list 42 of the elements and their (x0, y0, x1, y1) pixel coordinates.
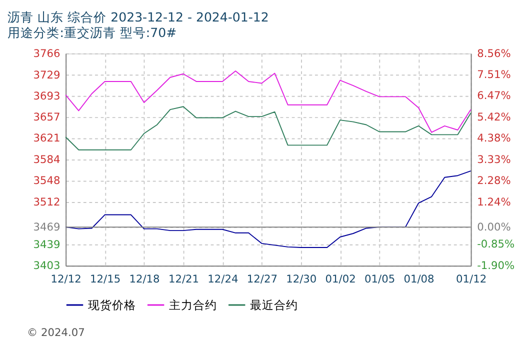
x-tick-label: 12/15 (90, 272, 121, 286)
legend-label: 最近合约 (250, 298, 298, 312)
x-tick-label: 12/24 (208, 272, 238, 286)
legend-label: 现货价格 (88, 298, 136, 312)
text: © 2024.07 (27, 326, 85, 340)
y-tick-label: 3693 (33, 89, 60, 102)
y-tick-label: 3439 (33, 238, 60, 251)
y-tick-label: 3548 (33, 174, 61, 188)
x-tick-label: 12/18 (129, 272, 160, 286)
x-tick-label: 12/21 (168, 272, 200, 286)
y-tick-label: 3621 (33, 132, 60, 145)
x-tick-label: 12/12 (50, 272, 82, 286)
y2-tick-label: -0.85% (477, 238, 515, 251)
y2-tick-label: 7.51% (477, 68, 511, 82)
line-series (65, 106, 472, 150)
x-tick-label: 01/08 (404, 272, 435, 286)
x-tick-label: 01/12 (456, 272, 487, 286)
x-tick-label: 01/05 (364, 272, 396, 286)
y-tick-label: 3766 (33, 46, 61, 60)
y2-tick-label: 8.56% (477, 46, 511, 60)
y2-tick-label: 3.33% (477, 152, 511, 166)
y-tick-label: 3657 (33, 110, 60, 124)
y-tick-label: 3469 (33, 220, 60, 234)
y-tick-label: 3403 (33, 259, 60, 272)
x-tick-label: 12/27 (246, 272, 278, 286)
y-tick-label: 3584 (33, 153, 61, 166)
y2-tick-label: 4.38% (477, 132, 511, 145)
y2-tick-label: 5.42% (477, 110, 511, 124)
y2-tick-label: 1.24% (477, 195, 511, 208)
y2-tick-label: 0.00% (477, 220, 511, 234)
x-tick-label: 01/02 (325, 272, 356, 286)
legend-label: 主力合约 (168, 298, 217, 312)
line-series (65, 170, 472, 248)
chart-title: 沥青 山东 综合价 2023-12-12 - 2024-01-12 (8, 10, 269, 25)
line-series (65, 70, 472, 133)
y2-tick-label: -1.90% (477, 259, 515, 272)
y-tick-label: 3729 (33, 68, 60, 82)
x-tick-label: 12/30 (286, 272, 317, 286)
chart-subtitle: 用途分类:重交沥青 型号:70# (8, 25, 177, 40)
y-tick-label: 3512 (33, 195, 60, 208)
y2-tick-label: 2.28% (477, 174, 511, 188)
y2-tick-label: 6.47% (477, 89, 511, 102)
